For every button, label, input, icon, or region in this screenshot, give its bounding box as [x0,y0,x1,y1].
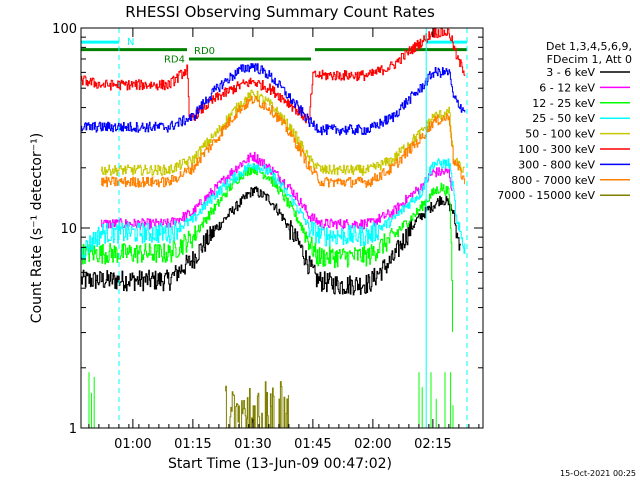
y-axis: 100 10 1 [52,22,483,437]
markers-layer [118,28,468,428]
x-tick-label: 01:30 [234,437,271,452]
series-line [225,381,289,428]
chart-title: RHESSI Observing Summary Count Rates [125,3,435,21]
legend-label: 50 - 100 keV [525,128,595,141]
y-tick-label: 10 [60,222,77,237]
x-tick-label: 02:15 [414,437,451,452]
series-line [81,163,453,332]
attenuator-label: RD0 [194,46,215,57]
attenuator-label: RD4 [164,55,185,66]
series-line [101,89,466,176]
legend-label: 100 - 300 keV [518,143,595,156]
low-count-spikes [88,372,454,428]
x-tick-label: 02:00 [354,437,391,452]
series-line [81,186,461,296]
y-axis-label: Count Rate (s⁻¹ detector⁻¹) [29,133,45,323]
annotation-layer: RD4 RD0 N [81,37,467,66]
series-line [81,158,466,260]
legend-label: 25 - 50 keV [532,112,595,125]
series-line [81,63,466,136]
night-label: N [127,37,134,48]
x-axis: 01:00 01:15 01:30 01:45 02:00 02:15 [88,28,480,452]
series-line [81,28,466,124]
legend-label: 300 - 800 keV [518,158,595,171]
y-tick-label: 100 [52,22,77,37]
legend-label: 3 - 6 keV [546,66,595,79]
series-line [101,151,453,230]
legend-header: FDecim 1, Att 0 [547,53,632,66]
y-tick-label: 1 [69,422,77,437]
x-tick-label: 01:15 [174,437,211,452]
footer-timestamp: 15-Oct-2021 00:25 [560,469,636,478]
legend-label: 800 - 7000 keV [511,174,595,187]
legend: Det 1,3,4,5,6,9,FDecim 1, Att 03 - 6 keV… [497,40,632,202]
series-layer [81,28,466,428]
legend-label: 6 - 12 keV [539,81,595,94]
series-line [101,95,466,188]
x-tick-label: 01:00 [114,437,151,452]
x-axis-label: Start Time (13-Jun-09 00:47:02) [168,456,392,472]
legend-header: Det 1,3,4,5,6,9, [546,40,632,53]
legend-label: 7000 - 15000 keV [497,189,595,202]
legend-label: 12 - 25 keV [532,97,595,110]
x-tick-label: 01:45 [294,437,331,452]
